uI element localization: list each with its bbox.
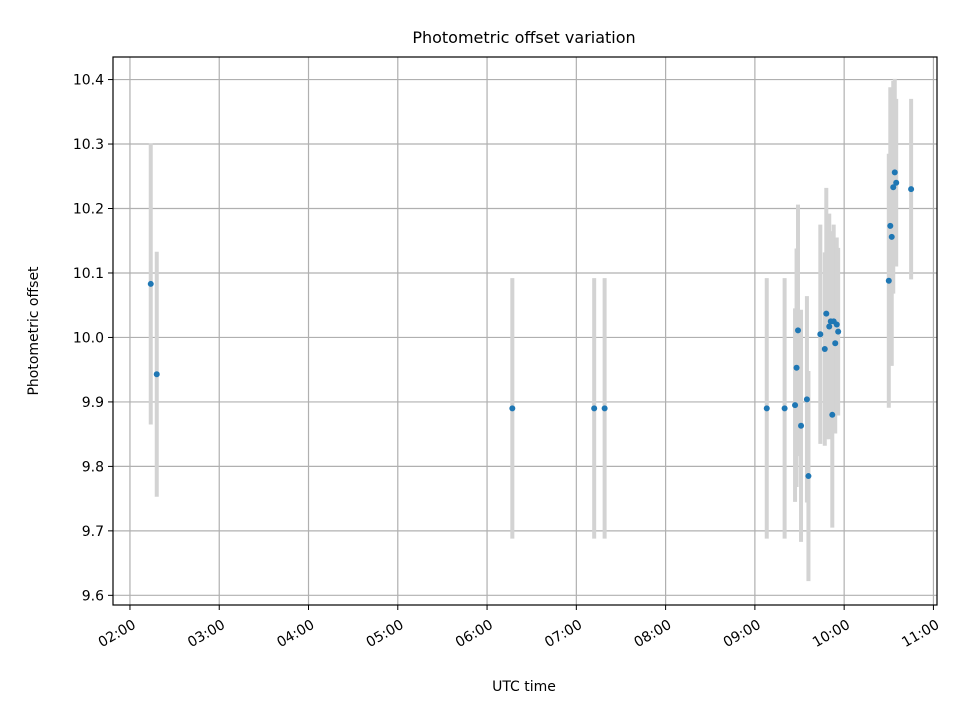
data-point	[817, 331, 824, 338]
plot-frame	[112, 56, 938, 606]
y-tick-label: 10.1	[73, 266, 104, 282]
data-point	[509, 405, 516, 412]
y-axis-ticks: 9.6 9.7 9.8 9.9 10.0 10.1 10.2 10.3 10.4	[73, 73, 113, 604]
data-point	[798, 422, 805, 429]
data-points	[147, 169, 915, 480]
data-point	[803, 396, 810, 403]
y-axis-label: Photometric offset	[26, 266, 42, 396]
y-tick-label: 9.7	[82, 524, 104, 540]
data-point	[887, 222, 894, 229]
y-tick-label: 9.9	[82, 395, 104, 411]
data-point	[829, 411, 836, 418]
data-point	[885, 277, 892, 284]
data-point	[601, 405, 608, 412]
data-point	[591, 405, 598, 412]
y-tick-label: 10.4	[73, 73, 104, 89]
data-point	[821, 346, 828, 353]
y-tick-label: 10.3	[73, 137, 104, 153]
data-point	[805, 473, 812, 480]
data-point	[835, 328, 842, 335]
data-point	[893, 179, 900, 186]
data-point	[832, 340, 839, 347]
data-point	[781, 405, 788, 412]
data-point	[891, 169, 898, 176]
data-point	[763, 405, 770, 412]
y-tick-label: 9.8	[82, 459, 104, 475]
data-point	[795, 327, 802, 334]
data-point	[147, 280, 154, 287]
data-point	[833, 321, 840, 328]
y-tick-label: 10.2	[73, 202, 104, 218]
chart-title: Photometric offset variation	[412, 28, 635, 47]
data-point	[890, 184, 897, 191]
data-point	[823, 310, 830, 317]
y-tick-label: 9.6	[82, 588, 104, 604]
x-axis-label: UTC time	[492, 679, 556, 695]
data-point	[908, 186, 915, 193]
data-point	[793, 364, 800, 371]
data-point	[153, 371, 160, 378]
data-point	[826, 323, 833, 330]
y-tick-label: 10.0	[73, 330, 104, 346]
data-point	[888, 233, 895, 240]
data-point	[792, 402, 799, 409]
